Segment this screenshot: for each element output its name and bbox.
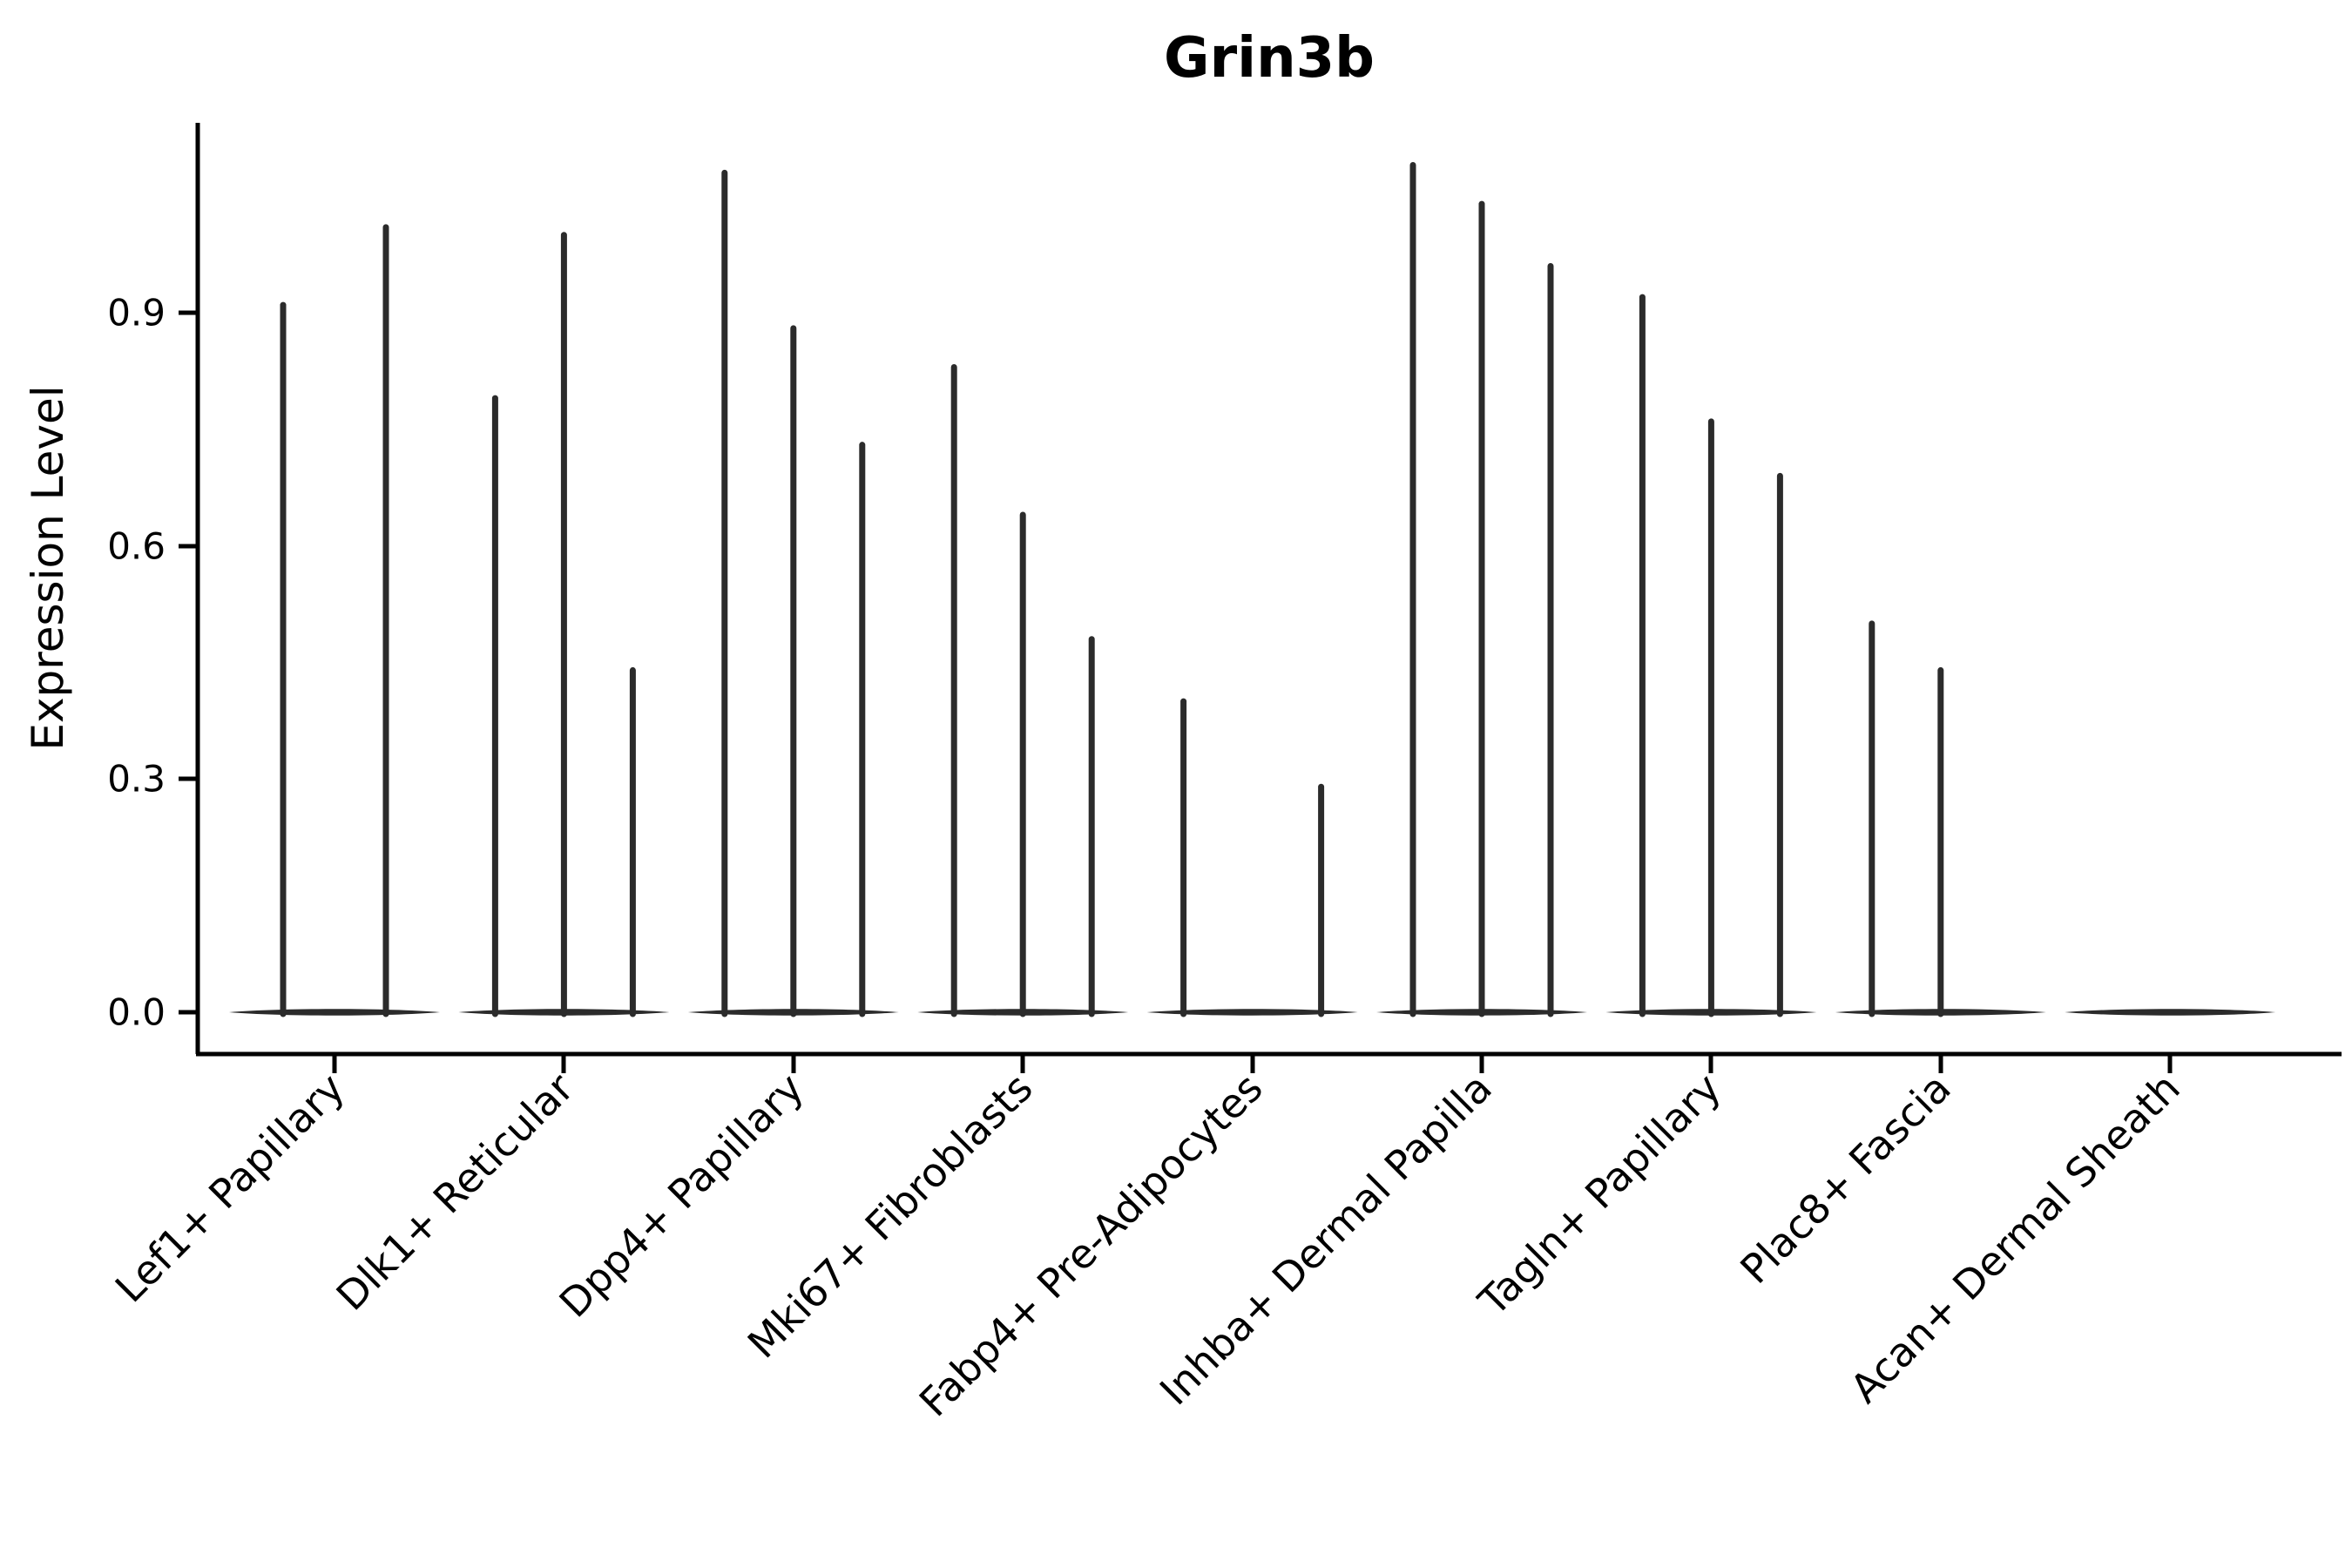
chart-title: Grin3b: [1164, 26, 1375, 91]
y-tick-label: 0.6: [107, 525, 166, 568]
y-tick-label: 0.3: [107, 758, 166, 801]
violins-layer: [229, 161, 2276, 1017]
x-category-label: Dlk1+ Reticular: [328, 1064, 583, 1320]
y-tick-label: 0.9: [107, 292, 166, 335]
x-category-label: Tagln+ Papillary: [1469, 1064, 1730, 1326]
y-tick-label: 0.0: [107, 991, 166, 1034]
y-axis-label: Expression Level: [23, 385, 73, 750]
violin-base: [229, 1009, 440, 1016]
x-category-label: Plac8+ Fascia: [1731, 1064, 1959, 1293]
violin-base: [2065, 1009, 2276, 1016]
x-category-label: Dpp4+ Papillary: [551, 1064, 813, 1327]
x-category-label: Lef1+ Papillary: [106, 1064, 354, 1312]
violin-base: [1146, 1009, 1358, 1016]
